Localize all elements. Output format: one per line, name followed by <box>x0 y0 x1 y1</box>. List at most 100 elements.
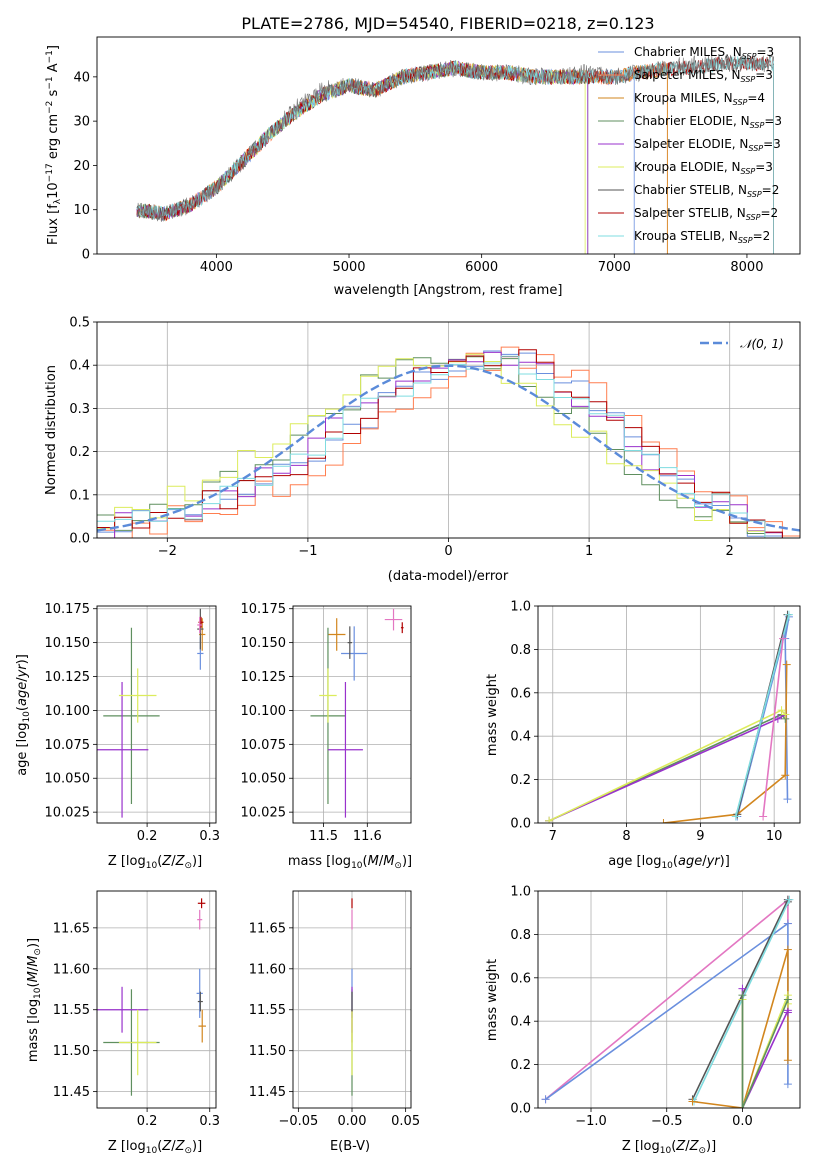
histogram-series <box>97 355 800 538</box>
x-tick-label: 8000 <box>730 260 763 275</box>
x-tick-label: 5000 <box>332 260 365 275</box>
legend-label: Kroupa ELODIE, NSSP=3 <box>634 160 773 176</box>
spectrum-lines <box>136 54 774 254</box>
x-axis-label: (data-model)/error <box>388 569 509 584</box>
x-tick-label: 11.5 <box>309 829 338 844</box>
y-tick-label: 0.4 <box>510 1015 531 1030</box>
x-tick-label: 8 <box>622 829 630 844</box>
y-tick-label: 0.0 <box>510 1102 531 1117</box>
y-tick-label: 0.2 <box>510 1058 531 1073</box>
y-tick-label: 10.100 <box>45 704 91 719</box>
mass-weight-line <box>735 614 790 817</box>
plot-frame <box>537 890 801 1109</box>
spectrum-panel: PLATE=2786, MJD=54540, FIBERID=0218, z=0… <box>45 14 801 298</box>
x-tick-label: −2 <box>158 544 177 559</box>
y-tick-label: 1.0 <box>510 600 531 615</box>
y-tick-label: 10.050 <box>241 772 287 787</box>
mass-weight-line <box>741 995 789 1108</box>
legend-label: Salpeter STELIB, NSSP=2 <box>634 206 778 222</box>
y-tick-label: 10.175 <box>241 602 287 617</box>
x-tick-label: 9 <box>696 829 704 844</box>
spectrum-series-line <box>145 60 668 222</box>
y-tick-label: 0.4 <box>510 730 531 745</box>
plot-frame <box>292 890 412 1109</box>
y-tick-label: 0.3 <box>69 402 90 417</box>
x-axis-label: E(B-V) <box>330 1139 370 1154</box>
y-tick-label: 0.1 <box>69 488 90 503</box>
y-tick-label: 10.150 <box>45 636 91 651</box>
plot-frame <box>96 890 217 1109</box>
x-tick-label: 0.05 <box>391 1114 420 1129</box>
mass-weight-line <box>663 664 788 823</box>
legend-label: Chabrier ELODIE, NSSP=3 <box>634 114 782 130</box>
legend-label: Chabrier MILES, NSSP=3 <box>634 45 774 61</box>
y-tick-label: 10.075 <box>45 738 91 753</box>
y-tick-label: 0.2 <box>510 773 531 788</box>
y-tick-label: 11.55 <box>249 1003 286 1018</box>
y-tick-label: 0.6 <box>510 971 531 986</box>
x-tick-label: 2 <box>726 544 734 559</box>
y-tick-label: 11.45 <box>249 1085 286 1100</box>
x-tick-label: 0.00 <box>338 1114 367 1129</box>
x-tick-label: 0.3 <box>199 1114 220 1129</box>
x-axis-label: mass [log10(M/M⊙)] <box>288 854 412 871</box>
x-tick-label: −0.5 <box>651 1114 683 1129</box>
histogram-group <box>97 346 800 538</box>
x-tick-label: 4000 <box>200 260 233 275</box>
y-tick-label: 11.50 <box>249 1044 286 1059</box>
y-tick-label: 30 <box>73 115 90 130</box>
plot-frame <box>292 605 412 824</box>
x-axis-label: Z [log10(Z/Z⊙)] <box>108 854 202 871</box>
y-tick-label: 1.0 <box>510 885 531 900</box>
x-tick-label: 0.3 <box>199 829 220 844</box>
y-tick-label: 11.65 <box>53 921 90 936</box>
x-tick-label: −1 <box>298 544 317 559</box>
y-axis-label: Normed distribution <box>44 365 59 495</box>
errorbar-group <box>97 898 206 1096</box>
x-tick-label: 7 <box>549 829 557 844</box>
y-tick-label: 0.6 <box>510 686 531 701</box>
x-tick-label: 0 <box>444 544 452 559</box>
x-axis-label: Z [log10(Z/Z⊙)] <box>622 1139 716 1156</box>
x-tick-label: 1 <box>585 544 593 559</box>
x-tick-label: 0.2 <box>137 1114 158 1129</box>
mass-vs-ebv-panel: E(B-V) −0.05 0.00 0.05 11.45 11.50 11.55 11.60… <box>249 890 420 1154</box>
y-tick-label: 0.4 <box>69 359 90 374</box>
y-tick-label: 10.075 <box>241 738 287 753</box>
plot-frame <box>96 36 801 255</box>
errorbar-group <box>310 608 404 818</box>
y-tick-label: 10.175 <box>45 602 91 617</box>
y-tick-label: 10.025 <box>45 806 91 821</box>
y-tick-label: 20 <box>73 159 90 174</box>
gaussian-curve <box>97 364 800 532</box>
y-tick-label: 11.55 <box>53 1003 90 1018</box>
x-tick-label: 10 <box>766 829 783 844</box>
age-vs-z-panel: Z [log10(Z/Z⊙)] age [log10(age/yr)] 0.2 0… <box>15 602 220 871</box>
y-tick-label: 0 <box>82 248 90 263</box>
y-axis-label: mass weight <box>485 674 500 756</box>
y-tick-label: 10.150 <box>241 636 287 651</box>
plot-frame <box>96 321 801 539</box>
legend-label: Kroupa MILES, NSSP=4 <box>634 91 765 107</box>
y-tick-label: 0.8 <box>510 928 531 943</box>
plot-frame <box>96 605 217 824</box>
x-tick-label: −1.0 <box>575 1114 607 1129</box>
x-tick-label: −0.05 <box>278 1114 318 1129</box>
x-tick-label: 0.2 <box>137 829 158 844</box>
y-tick-label: 0.0 <box>69 532 90 547</box>
y-tick-label: 10.125 <box>45 670 91 685</box>
x-tick-label: 0.0 <box>732 1114 753 1129</box>
y-tick-label: 0.8 <box>510 643 531 658</box>
y-tick-label: 10.025 <box>241 806 287 821</box>
x-tick-label: 11.6 <box>353 829 382 844</box>
y-tick-label: 10 <box>73 203 90 218</box>
series-group <box>541 895 794 1108</box>
y-tick-label: 11.65 <box>249 921 286 936</box>
legend-label: Chabrier STELIB, NSSP=2 <box>634 183 779 199</box>
spectrum-series-line <box>136 62 668 221</box>
legend-label: 𝒩(0, 1) <box>740 337 784 351</box>
age-vs-mass-panel: mass [log10(M/M⊙)] 11.5 11.6 10.025 10.050 1… <box>241 602 413 871</box>
y-tick-label: 0.0 <box>510 817 531 832</box>
mass-vs-z-panel: Z [log10(Z/Z⊙)] mass [log10(M/M⊙)] 0.2 0.… <box>26 890 220 1156</box>
plot-frame <box>537 605 801 824</box>
